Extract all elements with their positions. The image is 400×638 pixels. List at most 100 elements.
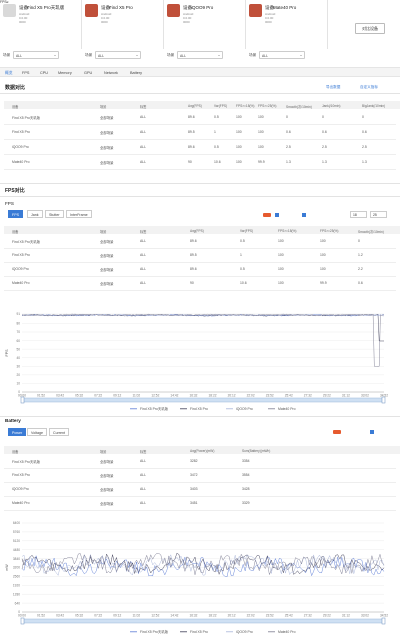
table-cell: Find X5 Pro天玑版 bbox=[12, 240, 41, 244]
show-mean-checkbox[interactable] bbox=[275, 213, 279, 217]
subtab-2[interactable]: Stutter bbox=[45, 210, 64, 218]
table-cell: 1 bbox=[214, 129, 216, 134]
legend-label: Find X5 Pro天玑版 bbox=[140, 406, 169, 411]
tab-5[interactable]: Network bbox=[104, 70, 118, 75]
fps-threshold-input-2[interactable]: 25 bbox=[370, 211, 387, 218]
device-card[interactable]: 设备: Find X5 Pro天玑版 Android 0.0.00 0000 bbox=[0, 0, 82, 49]
table-cell: 0 bbox=[358, 239, 360, 243]
device-name: iQOO9 Pro bbox=[191, 5, 214, 10]
subtab-3[interactable]: InterFrame bbox=[66, 210, 92, 218]
subtab-0[interactable]: FPS bbox=[8, 210, 23, 218]
table-cell: 全部场景 bbox=[100, 282, 114, 286]
x-tick-label: 20:12 bbox=[228, 614, 236, 618]
y-tick-label: 40 bbox=[16, 356, 20, 360]
x-tick-label: 00:00 bbox=[18, 394, 26, 398]
compare-devices-button[interactable]: 对比设备 bbox=[355, 23, 385, 34]
scene-select[interactable]: ALL bbox=[13, 51, 59, 59]
table-cell: 全部场景 bbox=[100, 130, 114, 135]
table-cell: 10.6 bbox=[240, 281, 247, 285]
device-prefix: 设备: bbox=[19, 5, 30, 10]
table-cell: ALL bbox=[140, 281, 147, 285]
table-cell: 全部场景 bbox=[100, 460, 114, 464]
x-tick-label: 12:52 bbox=[151, 614, 159, 618]
overview-title: 数据对比 bbox=[5, 85, 26, 91]
row-divider bbox=[4, 276, 396, 277]
table-cell: 100 bbox=[236, 114, 242, 119]
table-cell: 全部场景 bbox=[100, 115, 114, 120]
show-percent-checkbox[interactable] bbox=[302, 213, 306, 217]
x-tick-label: 01:52 bbox=[37, 394, 45, 398]
table-toggle-chip[interactable] bbox=[263, 213, 271, 217]
table-cell: 1 bbox=[240, 253, 242, 257]
table-cell: 0.6 bbox=[322, 129, 327, 134]
y-tick-label: 1280 bbox=[13, 592, 20, 596]
header-cell: 场景 bbox=[100, 229, 107, 234]
series-line-0 bbox=[21, 555, 385, 577]
battery-toggle-chip[interactable] bbox=[333, 430, 341, 434]
scene-select[interactable]: ALL bbox=[95, 51, 141, 59]
tab-1[interactable]: FPS bbox=[22, 70, 30, 75]
device-meta: 0.0.00 bbox=[265, 15, 274, 20]
table-cell: ALL bbox=[140, 129, 147, 134]
legend-label: iQOO9 Pro bbox=[236, 630, 253, 634]
subtab-1[interactable]: Jank bbox=[27, 210, 43, 218]
row-divider bbox=[4, 248, 396, 249]
header-cell: 场景 bbox=[100, 449, 107, 454]
header-cell: 标签 bbox=[140, 229, 147, 234]
table-cell: 全部场景 bbox=[100, 160, 114, 165]
x-tick-label: 20:12 bbox=[228, 394, 236, 398]
battery-checkbox[interactable] bbox=[370, 430, 374, 434]
header-cell: Var(FPS) bbox=[214, 103, 228, 108]
table-cell: 3354 bbox=[242, 459, 250, 463]
table-cell: iQOO9 Pro bbox=[12, 267, 29, 271]
table-cell: 89.6 bbox=[190, 267, 197, 271]
table-cell: 全部场景 bbox=[100, 488, 114, 492]
y-tick-label: 20 bbox=[16, 373, 20, 377]
export-link[interactable]: 导出数据 bbox=[326, 85, 341, 89]
tab-3[interactable]: Memory bbox=[58, 70, 72, 75]
table-cell: 89.6 bbox=[188, 114, 195, 119]
fps-threshold-input-1[interactable]: 18 bbox=[350, 211, 367, 218]
device-card[interactable]: 设备: Mate40 Pro Android 0.0.00 0000 bbox=[246, 0, 328, 49]
tab-6[interactable]: Battery bbox=[130, 70, 143, 75]
device-meta: 0000 bbox=[265, 19, 272, 24]
table-cell: 全部场景 bbox=[100, 254, 114, 258]
table-cell: 0.5 bbox=[214, 144, 219, 149]
device-card[interactable]: 设备: Find X5 Pro Android 0.0.00 0000 bbox=[82, 0, 164, 49]
x-tick-label: 12:52 bbox=[151, 394, 159, 398]
x-tick-label: 00:00 bbox=[18, 614, 26, 618]
x-tick-label: 03:42 bbox=[56, 614, 64, 618]
table-cell: 100 bbox=[278, 281, 284, 285]
table-cell: 100 bbox=[320, 239, 326, 243]
tab-0[interactable]: 概览 bbox=[5, 70, 13, 75]
table-cell: 100 bbox=[258, 114, 264, 119]
subtab-0[interactable]: Power bbox=[8, 428, 27, 436]
table-cell: 全部场景 bbox=[100, 268, 114, 272]
legend-label: iQOO9 Pro bbox=[236, 407, 253, 411]
tab-4[interactable]: GPU bbox=[84, 70, 93, 75]
table-cell: 0.5 bbox=[214, 114, 219, 119]
subtab-2[interactable]: Current bbox=[49, 428, 69, 436]
table-cell: 2.5 bbox=[362, 144, 367, 149]
scene-select[interactable]: ALL bbox=[259, 51, 305, 59]
tab-2[interactable]: CPU bbox=[40, 70, 49, 75]
table-cell: iQOO9 Pro bbox=[12, 144, 29, 149]
scene-select[interactable]: ALL bbox=[177, 51, 223, 59]
device-card[interactable]: 设备: iQOO9 Pro Android 0.0.00 0000 bbox=[164, 0, 246, 49]
table-cell: ALL bbox=[140, 239, 147, 243]
row-divider bbox=[4, 468, 396, 469]
x-tick-label: 09:12 bbox=[113, 614, 121, 618]
custom-metric-link[interactable]: 自定义指标 bbox=[360, 85, 378, 89]
header-cell: Sum(Battery)(mWh) bbox=[242, 448, 271, 453]
table-cell: ALL bbox=[140, 459, 147, 463]
subtab-1[interactable]: Voltage bbox=[27, 428, 47, 436]
x-tick-label: 27:32 bbox=[304, 394, 312, 398]
row-divider bbox=[4, 510, 396, 511]
header-cell: Avg(Power)(mW) bbox=[190, 448, 215, 453]
table-cell: 89.5 bbox=[188, 129, 195, 134]
table-cell: 2.2 bbox=[358, 267, 363, 271]
table-cell: 3451 bbox=[190, 501, 198, 505]
table-cell: ALL bbox=[140, 473, 147, 477]
device-meta: 0.0.00 bbox=[19, 15, 28, 20]
device-prefix: 设备: bbox=[183, 5, 194, 10]
